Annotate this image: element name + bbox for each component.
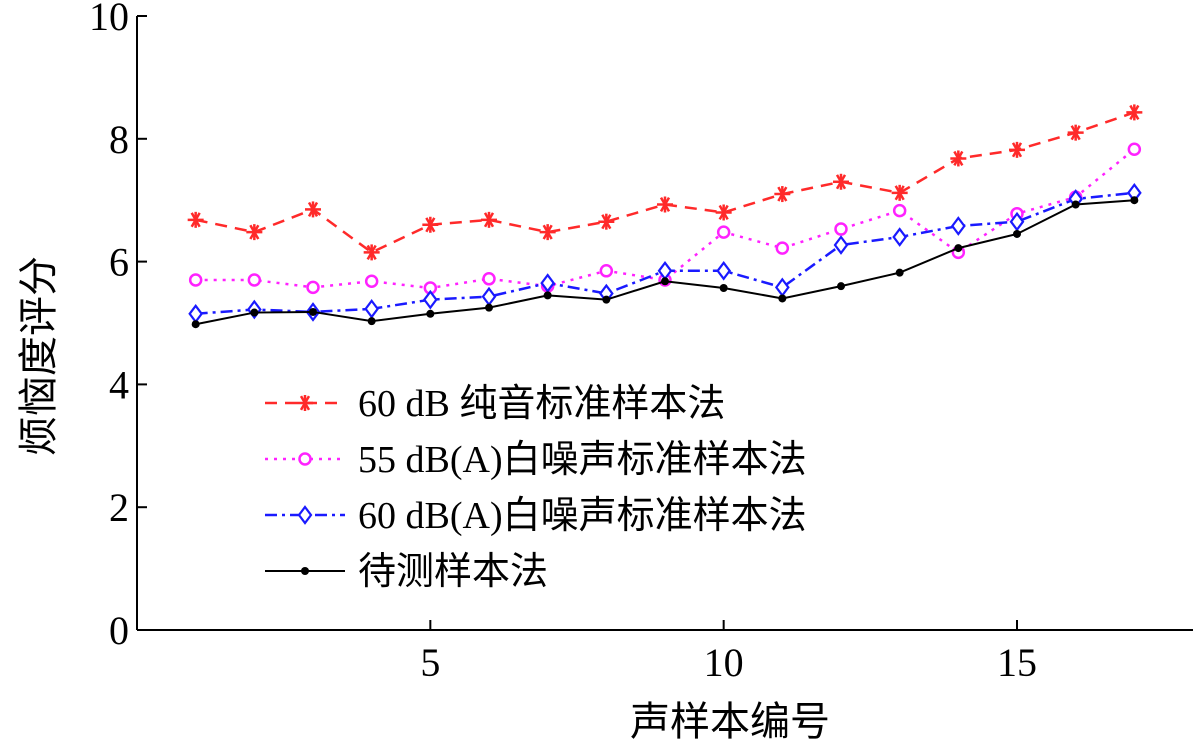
legend-marker: [297, 505, 313, 525]
y-tick-label: 6: [109, 240, 129, 285]
y-tick-label: 8: [109, 117, 129, 162]
data-point: [422, 216, 439, 233]
y-tick-label: 10: [89, 0, 129, 39]
data-point: [775, 241, 790, 255]
data-point: [247, 273, 262, 287]
data-point: [892, 203, 907, 218]
data-point: [950, 216, 966, 236]
legend-item: 60 dB 纯音标准样本法: [265, 383, 725, 425]
data-point: [837, 282, 845, 291]
data-point: [485, 303, 493, 312]
data-point: [1009, 141, 1025, 158]
data-point: [188, 303, 204, 324]
data-point: [950, 150, 967, 167]
series-line: [195, 148, 1136, 290]
legend-label: 60 dB 纯音标准样本法: [358, 383, 725, 425]
data-point: [598, 213, 615, 230]
data-point: [1127, 142, 1142, 156]
y-axis-label: 烦恼度评分: [16, 256, 62, 456]
data-point: [719, 284, 728, 293]
x-tick-label: 5: [420, 640, 440, 685]
data-point: [426, 309, 435, 318]
data-point: [364, 274, 379, 288]
data-point: [246, 224, 263, 241]
data-point: [543, 291, 552, 300]
y-tick-label: 2: [109, 485, 129, 530]
x-axis-label: 声样本编号: [630, 699, 830, 745]
data-point: [599, 264, 614, 278]
data-point: [774, 186, 791, 203]
axes: 0 2 4 6 8 10 5 10 15: [89, 0, 1193, 685]
legend-marker: [297, 395, 313, 411]
x-tick-label: 10: [704, 640, 744, 685]
data-point: [778, 294, 787, 303]
legend-label: 55 dB(A)白噪声标准样本法: [358, 439, 807, 481]
y-tick-label: 4: [109, 362, 129, 407]
data-point: [895, 268, 904, 277]
data-point: [482, 272, 496, 286]
data-point: [1130, 196, 1139, 205]
data-point: [716, 225, 731, 239]
legend-item: 55 dB(A)白噪声标准样本法: [265, 439, 807, 481]
data-point: [1071, 200, 1080, 209]
data-point: [539, 224, 556, 241]
series-layer: [187, 104, 1143, 329]
legend: 60 dB 纯音标准样本法 55 dB(A)白噪声标准样本法 60 dB(A)白噪声…: [265, 383, 807, 593]
x-tick-label: 15: [997, 640, 1037, 685]
data-point: [305, 201, 321, 218]
data-point: [187, 211, 204, 228]
series-4: [191, 196, 1139, 329]
y-tick-label: 0: [109, 608, 129, 653]
data-point: [834, 222, 848, 236]
legend-item: 待测样本法: [265, 551, 548, 593]
legend-item: 60 dB(A)白噪声标准样本法: [265, 495, 807, 537]
data-point: [1013, 229, 1021, 238]
data-point: [540, 273, 556, 293]
data-point: [1067, 124, 1084, 141]
data-point: [363, 244, 380, 261]
legend-marker: [298, 452, 312, 466]
data-point: [891, 184, 908, 201]
data-point: [833, 235, 849, 255]
data-point: [954, 244, 963, 253]
data-point: [309, 307, 317, 316]
data-point: [716, 260, 732, 281]
data-point: [774, 277, 790, 298]
data-point: [1126, 104, 1143, 121]
legend-label: 待测样本法: [358, 551, 548, 593]
series-3: [188, 182, 1142, 324]
data-point: [191, 320, 200, 329]
data-point: [602, 295, 611, 304]
legend-marker: [301, 567, 309, 575]
data-point: [481, 286, 497, 307]
data-point: [715, 204, 732, 221]
data-point: [892, 227, 908, 247]
data-point: [833, 173, 849, 190]
data-point: [481, 211, 497, 228]
series-line: [195, 111, 1135, 254]
data-point: [250, 308, 259, 317]
data-point: [661, 277, 669, 286]
data-point: [188, 273, 203, 287]
data-point: [306, 280, 320, 295]
data-point: [364, 299, 380, 319]
data-point: [367, 317, 376, 326]
data-point: [422, 289, 438, 310]
legend-label: 60 dB(A)白噪声标准样本法: [358, 495, 807, 537]
series-1: [187, 104, 1143, 261]
data-point: [657, 196, 673, 213]
data-point: [1009, 211, 1025, 232]
